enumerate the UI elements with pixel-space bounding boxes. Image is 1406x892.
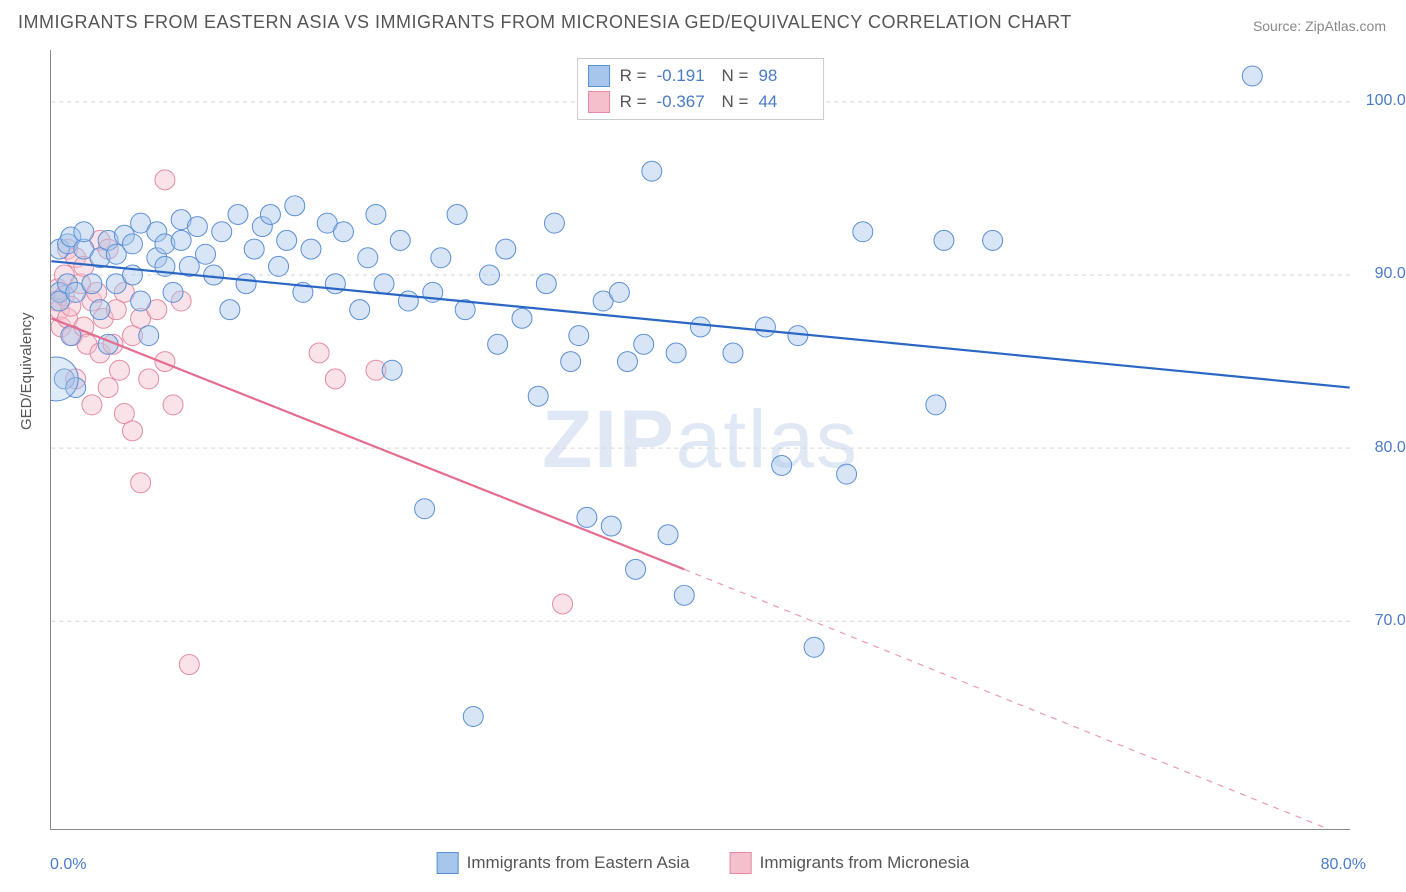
y-tick-label: 70.0%: [1360, 612, 1406, 630]
series1-r-value: -0.191: [657, 66, 712, 86]
watermark-suffix: atlas: [676, 394, 859, 485]
y-axis-label: GED/Equivalency: [18, 312, 35, 430]
watermark-prefix: ZIP: [542, 394, 676, 485]
series2-n-value: 44: [758, 92, 813, 112]
r-label: R =: [620, 92, 647, 112]
series2-r-value: -0.367: [657, 92, 712, 112]
series1-name: Immigrants from Eastern Asia: [467, 853, 690, 873]
y-tick-label: 100.0%: [1360, 92, 1406, 110]
plot-area: ZIPatlas R = -0.191 N = 98 R = -0.367 N …: [50, 50, 1350, 830]
legend-item-series2: Immigrants from Micronesia: [730, 852, 970, 874]
series2-name: Immigrants from Micronesia: [760, 853, 970, 873]
legend-item-series1: Immigrants from Eastern Asia: [437, 852, 690, 874]
series2-legend-swatch-icon: [730, 852, 752, 874]
n-label: N =: [722, 92, 749, 112]
series1-swatch-icon: [588, 65, 610, 87]
y-tick-label: 90.0%: [1360, 265, 1406, 283]
bottom-legend: Immigrants from Eastern Asia Immigrants …: [437, 852, 970, 874]
series1-legend-swatch-icon: [437, 852, 459, 874]
stats-legend-box: R = -0.191 N = 98 R = -0.367 N = 44: [577, 58, 825, 120]
chart-title: IMMIGRANTS FROM EASTERN ASIA VS IMMIGRAN…: [18, 12, 1072, 33]
r-label: R =: [620, 66, 647, 86]
series1-n-value: 98: [758, 66, 813, 86]
stats-row-series2: R = -0.367 N = 44: [588, 89, 814, 115]
n-label: N =: [722, 66, 749, 86]
watermark: ZIPatlas: [542, 393, 859, 487]
y-tick-label: 80.0%: [1360, 439, 1406, 457]
series2-swatch-icon: [588, 91, 610, 113]
source-attribution: Source: ZipAtlas.com: [1253, 18, 1386, 34]
stats-row-series1: R = -0.191 N = 98: [588, 63, 814, 89]
x-min-label: 0.0%: [50, 856, 86, 874]
x-max-label: 80.0%: [1321, 856, 1366, 874]
